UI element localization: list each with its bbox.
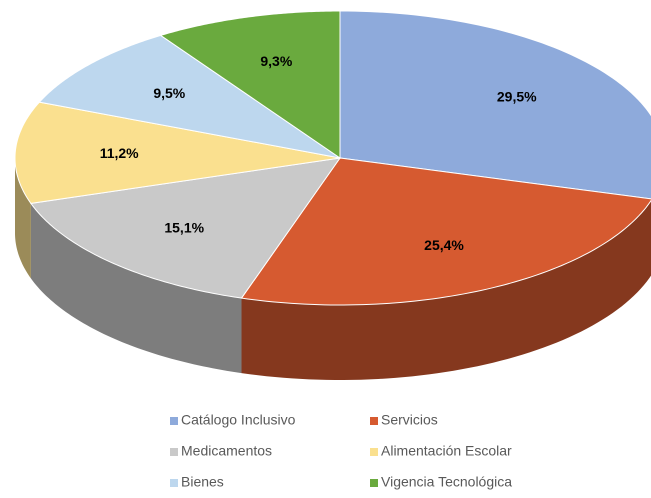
legend-label: Catálogo Inclusivo [181,412,296,428]
slice [159,10,341,159]
legend-marker [370,479,378,487]
legend-label: Alimentación Escolar [381,443,512,459]
legend-marker [370,448,378,456]
slice-side [15,158,31,279]
data-label: 11,2% [100,145,139,161]
slice-side [241,200,651,380]
slice [339,10,651,200]
slice [38,34,341,159]
data-label: 9,3% [260,53,292,69]
data-label: 25,4% [424,237,464,253]
legend-label: Bienes [181,474,224,490]
legend-marker [170,417,178,425]
data-label: 29,5% [497,89,537,105]
legend-label: Medicamentos [181,443,272,459]
data-label: 9,5% [153,85,185,101]
slice [14,101,341,204]
legend-label: Vigencia Tecnológica [381,474,512,490]
slice-side [30,203,242,374]
data-label: 15,1% [164,220,204,236]
legend-marker [170,448,178,456]
slice [30,157,342,299]
legend-label: Servicios [381,412,438,428]
legend-marker [370,417,378,425]
legend-marker [170,479,178,487]
slice [240,157,651,306]
